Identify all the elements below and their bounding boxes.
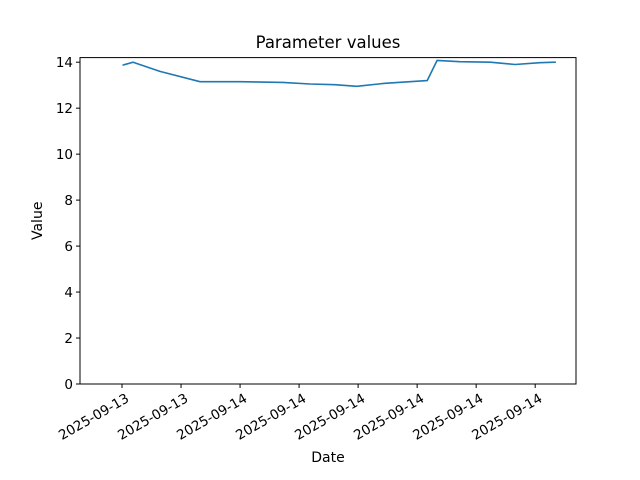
y-tick-label: 4 bbox=[64, 285, 73, 301]
chart-title: Parameter values bbox=[256, 33, 401, 52]
y-tick-label: 14 bbox=[56, 55, 73, 71]
y-tick-label: 12 bbox=[56, 101, 73, 117]
y-tick-label: 10 bbox=[56, 147, 73, 163]
plot-area bbox=[79, 57, 577, 385]
y-tick-label: 0 bbox=[64, 377, 73, 393]
x-axis: 2025-09-132025-09-132025-09-142025-09-14… bbox=[56, 384, 545, 444]
x-axis-label: Date bbox=[311, 450, 344, 466]
data-line bbox=[122, 59, 557, 88]
y-axis: 0 2 4 6 8 10 12 14 bbox=[56, 55, 80, 393]
y-tick-label: 6 bbox=[64, 239, 73, 255]
y-tick-label: 8 bbox=[64, 193, 73, 209]
y-tick-label: 2 bbox=[64, 331, 73, 347]
y-axis-label: Value bbox=[30, 202, 46, 240]
